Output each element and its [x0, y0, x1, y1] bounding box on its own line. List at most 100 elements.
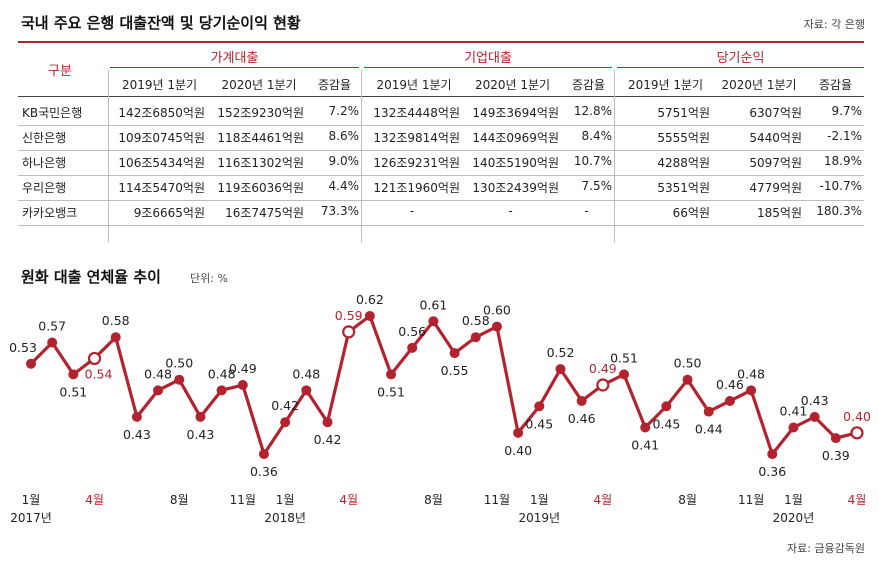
row-name: 카카오뱅크 — [22, 206, 78, 220]
chart-source: 자료: 금융감독원 — [786, 542, 865, 555]
data-label: 0.36 — [758, 464, 786, 479]
table-cell: 8.6% — [328, 129, 360, 143]
table-cell: - — [508, 204, 513, 218]
row-rule — [18, 125, 864, 126]
table-cell: 73.3% — [320, 204, 359, 218]
table-cell: 16조7475억원 — [225, 206, 304, 220]
row-header-label: 구분 — [48, 64, 72, 79]
table-cell: 5440억원 — [749, 131, 802, 145]
data-label: 0.42 — [271, 398, 299, 413]
table-cell: 118조4461억원 — [217, 131, 304, 145]
data-label: 0.61 — [419, 297, 447, 312]
table-cell: 5555억원 — [657, 131, 710, 145]
data-point — [830, 433, 841, 444]
table-cell: 4.4% — [328, 179, 360, 193]
row-rule — [18, 200, 864, 201]
table-cell: 126조9231억원 — [373, 156, 460, 170]
table-cell: -2.1% — [827, 129, 862, 143]
row-rule — [18, 150, 864, 151]
data-point — [449, 348, 460, 359]
x-tick-year: 2020년 — [773, 511, 815, 525]
data-label: 0.41 — [631, 438, 659, 453]
table-cell: 121조1960억원 — [373, 181, 460, 195]
data-point — [195, 411, 206, 422]
data-label: 0.51 — [377, 384, 405, 399]
header-bottom-rule — [18, 96, 864, 97]
table-cell: -10.7% — [819, 179, 862, 193]
data-point — [724, 395, 735, 406]
table-cell: 12.8% — [573, 104, 612, 118]
row-name: 하나은행 — [22, 156, 67, 170]
table-cell: 6307억원 — [749, 106, 802, 120]
data-point — [216, 385, 227, 396]
table-top-rule — [18, 41, 864, 43]
table-cell: 152조9230억원 — [217, 106, 304, 120]
row-name: KB국민은행 — [22, 106, 83, 120]
group-underline — [110, 67, 359, 68]
table-cell: 144조0969억원 — [472, 131, 559, 145]
table-cell: 5751억원 — [657, 106, 710, 120]
data-label: 0.46 — [716, 377, 744, 392]
group-header: 기업대출 — [464, 51, 512, 66]
data-point — [301, 385, 312, 396]
table-cell: 66억원 — [672, 206, 710, 220]
delinquency-line-chart: 0.530.570.510.540.580.430.480.500.430.48… — [9, 292, 871, 525]
data-label: 0.48 — [292, 366, 320, 381]
data-label: 0.43 — [123, 427, 151, 442]
data-label: 0.41 — [780, 404, 808, 419]
data-point — [640, 422, 651, 433]
table-cell: 5351억원 — [657, 181, 710, 195]
x-tick-label: 4월 — [594, 493, 613, 507]
data-point — [746, 385, 757, 396]
table-cell: 4779억원 — [749, 181, 802, 195]
data-label: 0.51 — [610, 350, 638, 365]
data-label: 0.57 — [38, 319, 66, 334]
data-point — [576, 395, 587, 406]
data-point — [809, 411, 820, 422]
data-label: 0.55 — [441, 363, 469, 378]
table-cell: 132조9814억원 — [373, 131, 460, 145]
data-label: 0.43 — [187, 427, 215, 442]
x-tick-label: 4월 — [848, 493, 867, 507]
column-header: 2020년 1분기 — [721, 78, 797, 92]
data-label: 0.62 — [356, 292, 384, 307]
data-label: 0.50 — [674, 356, 702, 371]
table-cell: 7.2% — [328, 104, 360, 118]
data-point-highlight — [342, 325, 356, 339]
table-cell: - — [409, 204, 415, 218]
column-header: 2020년 1분기 — [474, 78, 551, 92]
table-cell: 4288억원 — [657, 156, 710, 170]
table-cell: 119조6036억원 — [217, 181, 304, 195]
data-label: 0.36 — [250, 464, 278, 479]
group-separator — [361, 70, 362, 242]
x-tick-label: 8월 — [678, 493, 697, 507]
data-label: 0.44 — [695, 422, 723, 437]
table-cell: 8.4% — [581, 129, 613, 143]
data-point — [619, 369, 630, 380]
row-name: 우리은행 — [22, 181, 67, 195]
x-tick-year: 2017년 — [10, 511, 52, 525]
x-tick-year: 2018년 — [264, 511, 306, 525]
data-point — [788, 422, 799, 433]
x-tick-label: 1월 — [530, 493, 549, 507]
column-header: 증감율 — [571, 78, 606, 92]
row-rule — [18, 225, 864, 226]
column-header: 2019년 1분기 — [627, 78, 704, 92]
table-source: 자료: 각 은행 — [803, 18, 865, 31]
data-label: 0.58 — [102, 313, 130, 328]
x-tick-label: 1월 — [276, 493, 295, 507]
table-cell: 106조5434억원 — [118, 156, 205, 170]
x-tick-label: 1월 — [22, 493, 41, 507]
data-label: 0.40 — [504, 443, 532, 458]
row-rule — [18, 175, 864, 176]
data-label: 0.56 — [398, 324, 426, 339]
data-label: 0.49 — [229, 361, 257, 376]
data-point — [110, 332, 121, 343]
table-cell: 140조5190억원 — [472, 156, 559, 170]
table-cell: 130조2439억원 — [472, 181, 559, 195]
table-cell: 9.7% — [831, 104, 863, 118]
column-header: 2019년 1분기 — [376, 78, 452, 92]
data-point — [47, 337, 58, 348]
column-header: 증감율 — [818, 78, 853, 92]
data-label: 0.53 — [9, 340, 37, 355]
